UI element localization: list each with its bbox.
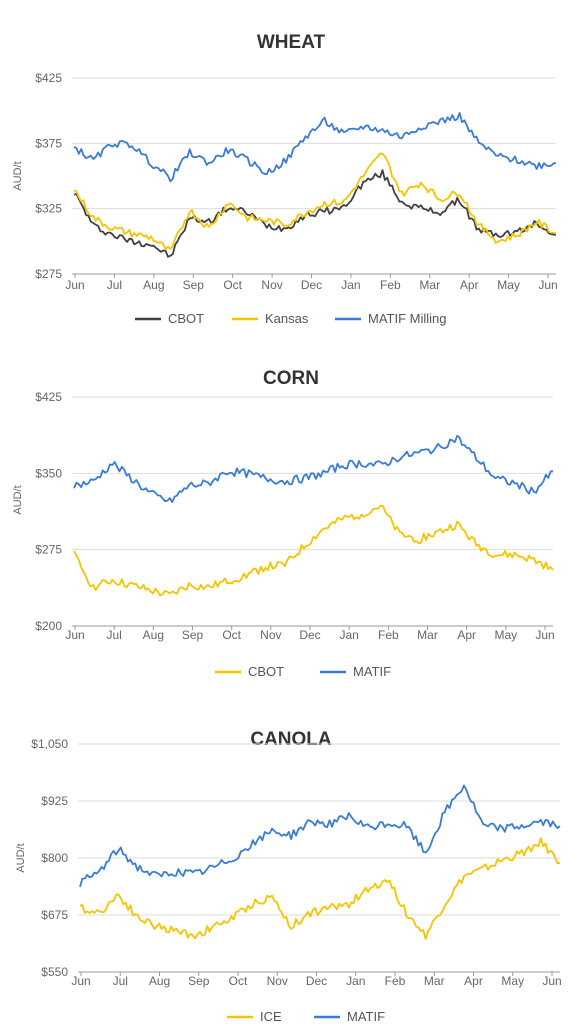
x-tick-label: Jan: [339, 628, 358, 642]
series-line-matif: [73, 434, 554, 503]
x-tick-label: Aug: [143, 628, 164, 642]
y-tick-label: $425: [35, 71, 62, 85]
chart-title: CORN: [263, 368, 319, 389]
x-tick-label: Jul: [113, 974, 128, 988]
series-line-cbot: [73, 169, 557, 258]
x-tick-label: Dec: [301, 278, 322, 292]
y-axis-label: AUD/t: [15, 843, 27, 872]
x-tick-label: Sep: [182, 628, 204, 642]
series-line-kansas: [73, 152, 557, 251]
y-tick-label: $425: [35, 390, 62, 404]
y-tick-label: $375: [35, 136, 62, 150]
x-tick-label: Aug: [143, 278, 164, 292]
y-tick-label: $925: [41, 794, 68, 808]
x-tick-label: May: [494, 628, 517, 642]
x-tick-label: Jul: [107, 278, 122, 292]
x-tick-label: Feb: [378, 628, 399, 642]
x-tick-label: Nov: [261, 278, 282, 292]
x-tick-label: Mar: [424, 974, 445, 988]
legend-label: Kansas: [265, 311, 309, 326]
y-tick-label: $800: [41, 851, 68, 865]
x-tick-label: Mar: [419, 278, 440, 292]
x-tick-label: Jul: [106, 628, 121, 642]
y-tick-label: $275: [35, 267, 62, 281]
chart-title: CANOLA: [250, 729, 332, 750]
y-axis-label: AUD/t: [12, 161, 24, 190]
x-tick-label: Mar: [417, 628, 438, 642]
x-tick-label: Apr: [464, 974, 483, 988]
x-tick-label: Sep: [183, 278, 205, 292]
x-tick-label: Sep: [188, 974, 210, 988]
x-tick-label: Jun: [65, 278, 84, 292]
x-tick-label: Jan: [346, 974, 365, 988]
y-tick-label: $350: [35, 466, 62, 480]
x-tick-label: May: [501, 974, 524, 988]
series-line-matif-milling: [73, 112, 557, 183]
y-tick-label: $1,050: [31, 737, 68, 751]
x-tick-label: Jun: [535, 628, 554, 642]
legend-label: CBOT: [248, 664, 284, 679]
y-axis-label: AUD/t: [12, 485, 24, 514]
legend-label: MATIF Milling: [368, 311, 446, 326]
series-line-ice: [79, 837, 561, 940]
legend-label: ICE: [260, 1009, 282, 1024]
chart-title: WHEAT: [257, 32, 326, 53]
x-tick-label: Aug: [149, 974, 170, 988]
x-tick-label: Apr: [460, 278, 479, 292]
legend-label: CBOT: [168, 311, 204, 326]
x-tick-label: Oct: [229, 974, 248, 988]
x-tick-label: Feb: [380, 278, 401, 292]
x-tick-label: Oct: [222, 628, 241, 642]
x-tick-label: Jun: [65, 628, 84, 642]
y-tick-label: $325: [35, 202, 62, 216]
legend-label: MATIF: [353, 664, 391, 679]
x-tick-label: Oct: [223, 278, 242, 292]
y-tick-label: $200: [35, 619, 62, 633]
x-tick-label: Nov: [260, 628, 281, 642]
series-line-cbot: [73, 504, 554, 597]
x-tick-label: Apr: [457, 628, 476, 642]
x-tick-label: Dec: [306, 974, 327, 988]
x-tick-label: Dec: [299, 628, 320, 642]
x-tick-label: Jun: [71, 974, 90, 988]
x-tick-label: Jan: [341, 278, 360, 292]
x-tick-label: May: [497, 278, 520, 292]
x-tick-label: Feb: [385, 974, 406, 988]
series-line-matif: [79, 784, 561, 888]
y-tick-label: $550: [41, 965, 68, 979]
x-tick-label: Jun: [538, 278, 557, 292]
legend-label: MATIF: [347, 1009, 385, 1024]
x-tick-label: Jun: [542, 974, 561, 988]
y-tick-label: $675: [41, 908, 68, 922]
x-tick-label: Nov: [267, 974, 288, 988]
y-tick-label: $275: [35, 543, 62, 557]
